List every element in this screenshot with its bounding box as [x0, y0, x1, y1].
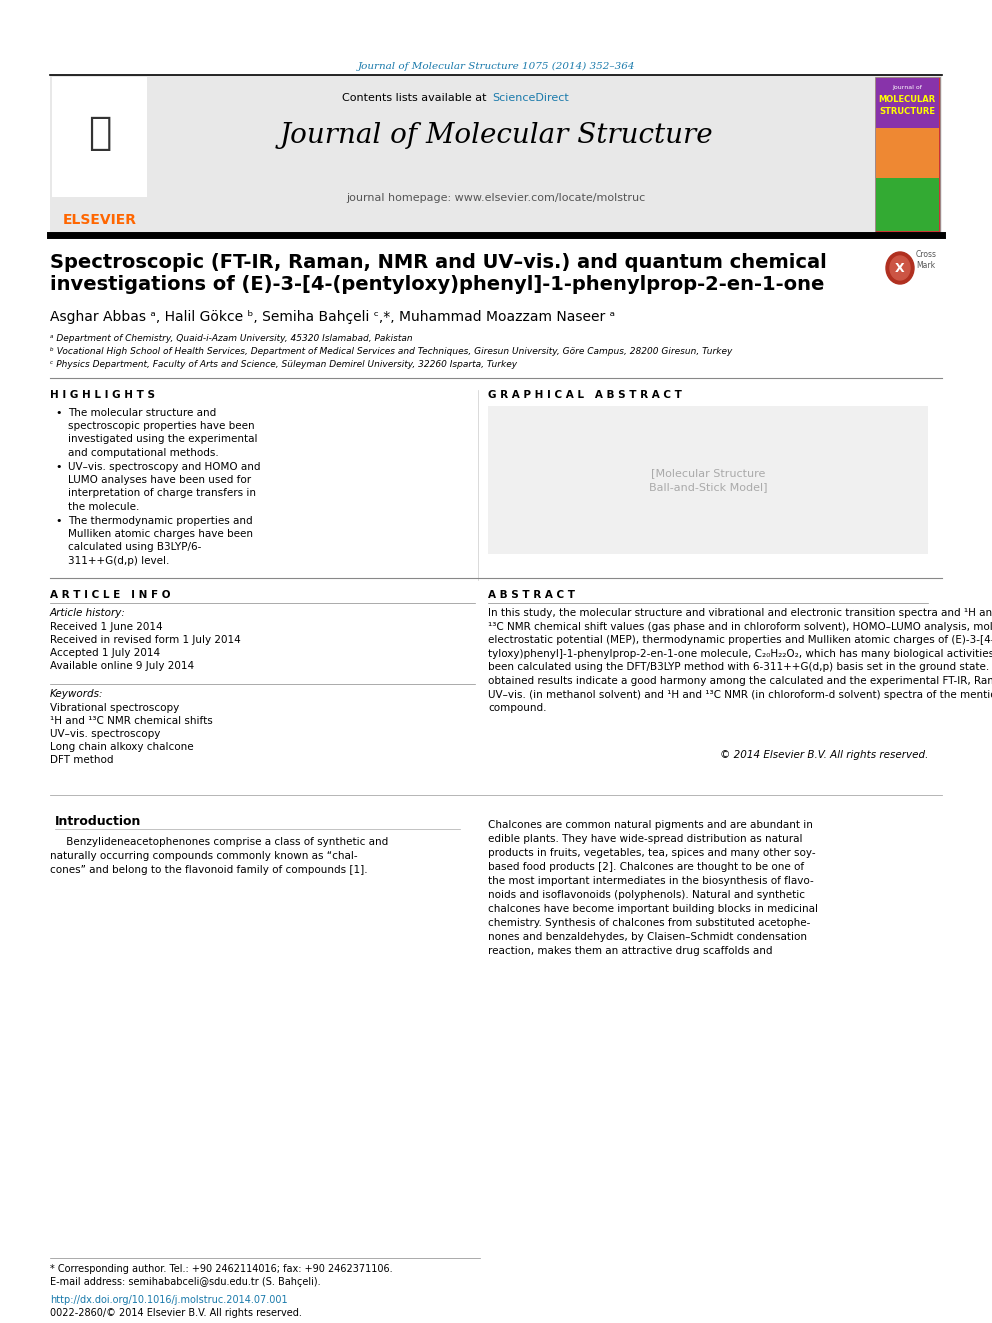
Text: X: X [895, 262, 905, 274]
Text: Cross
Mark: Cross Mark [916, 250, 937, 270]
FancyBboxPatch shape [488, 406, 928, 554]
Text: Journal of Molecular Structure: Journal of Molecular Structure [279, 122, 713, 149]
Text: ScienceDirect: ScienceDirect [492, 93, 568, 103]
Text: UV–vis. spectroscopy and HOMO and
LUMO analyses have been used for
interpretatio: UV–vis. spectroscopy and HOMO and LUMO a… [68, 462, 261, 512]
Text: investigations of (E)-3-[4-(pentyloxy)phenyl]-1-phenylprop-2-en-1-one: investigations of (E)-3-[4-(pentyloxy)ph… [50, 275, 824, 294]
Text: ᵃ Department of Chemistry, Quaid-i-Azam University, 45320 Islamabad, Pakistan: ᵃ Department of Chemistry, Quaid-i-Azam … [50, 333, 413, 343]
Text: In this study, the molecular structure and vibrational and electronic transition: In this study, the molecular structure a… [488, 609, 992, 713]
Text: •: • [55, 462, 62, 472]
Text: The molecular structure and
spectroscopic properties have been
investigated usin: The molecular structure and spectroscopi… [68, 407, 258, 458]
Text: H I G H L I G H T S: H I G H L I G H T S [50, 390, 155, 400]
Text: 🌲: 🌲 [88, 114, 112, 152]
Text: Keywords:: Keywords: [50, 689, 103, 699]
Text: journal homepage: www.elsevier.com/locate/molstruc: journal homepage: www.elsevier.com/locat… [346, 193, 646, 202]
FancyBboxPatch shape [875, 77, 940, 232]
Text: Vibrational spectroscopy: Vibrational spectroscopy [50, 703, 180, 713]
Text: ᶜ Physics Department, Faculty of Arts and Science, Süleyman Demirel University, : ᶜ Physics Department, Faculty of Arts an… [50, 360, 517, 369]
Text: Article history:: Article history: [50, 609, 126, 618]
Text: Received in revised form 1 July 2014: Received in revised form 1 July 2014 [50, 635, 241, 646]
FancyBboxPatch shape [50, 75, 942, 235]
FancyBboxPatch shape [876, 128, 939, 179]
Text: The thermodynamic properties and
Mulliken atomic charges have been
calculated us: The thermodynamic properties and Mullike… [68, 516, 253, 566]
Text: © 2014 Elsevier B.V. All rights reserved.: © 2014 Elsevier B.V. All rights reserved… [719, 750, 928, 759]
FancyBboxPatch shape [52, 77, 147, 197]
Text: Benzylideneacetophenones comprise a class of synthetic and
naturally occurring c: Benzylideneacetophenones comprise a clas… [50, 837, 388, 875]
Text: Received 1 June 2014: Received 1 June 2014 [50, 622, 163, 632]
Text: Asghar Abbas ᵃ, Halil Gökce ᵇ, Semiha Bahçeli ᶜ,*, Muhammad Moazzam Naseer ᵃ: Asghar Abbas ᵃ, Halil Gökce ᵇ, Semiha Ba… [50, 310, 615, 324]
Text: Accepted 1 July 2014: Accepted 1 July 2014 [50, 648, 160, 658]
Text: Journal of: Journal of [892, 85, 922, 90]
Text: STRUCTURE: STRUCTURE [879, 107, 935, 116]
Text: E-mail address: semihababceli@sdu.edu.tr (S. Bahçeli).: E-mail address: semihababceli@sdu.edu.tr… [50, 1277, 320, 1287]
Text: ¹H and ¹³C NMR chemical shifts: ¹H and ¹³C NMR chemical shifts [50, 716, 212, 726]
Text: MOLECULAR: MOLECULAR [878, 95, 935, 105]
Text: •: • [55, 407, 62, 418]
Text: Long chain alkoxy chalcone: Long chain alkoxy chalcone [50, 742, 193, 751]
Text: * Corresponding author. Tel.: +90 2462114016; fax: +90 2462371106.: * Corresponding author. Tel.: +90 246211… [50, 1263, 393, 1274]
Text: A B S T R A C T: A B S T R A C T [488, 590, 575, 601]
Text: Chalcones are common natural pigments and are abundant in
edible plants. They ha: Chalcones are common natural pigments an… [488, 820, 818, 957]
Text: Spectroscopic (FT-IR, Raman, NMR and UV–vis.) and quantum chemical: Spectroscopic (FT-IR, Raman, NMR and UV–… [50, 253, 826, 273]
FancyBboxPatch shape [876, 78, 939, 128]
Text: ELSEVIER: ELSEVIER [63, 213, 137, 228]
Text: A R T I C L E   I N F O: A R T I C L E I N F O [50, 590, 171, 601]
Text: http://dx.doi.org/10.1016/j.molstruc.2014.07.001: http://dx.doi.org/10.1016/j.molstruc.201… [50, 1295, 288, 1304]
Ellipse shape [890, 255, 910, 280]
FancyBboxPatch shape [876, 179, 939, 232]
Text: [Molecular Structure
Ball-and-Stick Model]: [Molecular Structure Ball-and-Stick Mode… [649, 468, 767, 492]
Text: Introduction: Introduction [55, 815, 142, 828]
Text: •: • [55, 516, 62, 527]
Text: Contents lists available at: Contents lists available at [342, 93, 490, 103]
Text: DFT method: DFT method [50, 755, 113, 765]
Text: Available online 9 July 2014: Available online 9 July 2014 [50, 662, 194, 671]
Text: G R A P H I C A L   A B S T R A C T: G R A P H I C A L A B S T R A C T [488, 390, 682, 400]
Ellipse shape [886, 251, 914, 284]
Text: ᵇ Vocational High School of Health Services, Department of Medical Services and : ᵇ Vocational High School of Health Servi… [50, 347, 732, 356]
Text: Journal of Molecular Structure 1075 (2014) 352–364: Journal of Molecular Structure 1075 (201… [357, 62, 635, 71]
Text: 0022-2860/© 2014 Elsevier B.V. All rights reserved.: 0022-2860/© 2014 Elsevier B.V. All right… [50, 1308, 302, 1318]
Text: UV–vis. spectroscopy: UV–vis. spectroscopy [50, 729, 161, 740]
